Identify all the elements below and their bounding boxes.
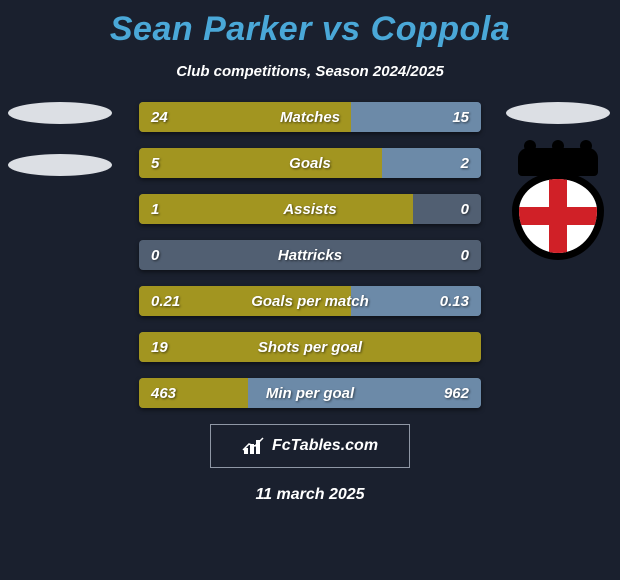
bar-left (139, 102, 351, 132)
stat-row: 24Matches15 (139, 102, 481, 132)
footer-logo-text: FcTables.com (272, 437, 378, 455)
player-badge-left (8, 102, 112, 206)
bar-left (139, 286, 351, 316)
stat-value-right: 0 (461, 201, 469, 218)
stat-row: 0 Hattricks 0 (139, 240, 481, 270)
stat-row: 5Goals2 (139, 148, 481, 178)
bar-right (351, 102, 481, 132)
bar-left (139, 148, 382, 178)
player-badge-right (506, 102, 612, 264)
stat-value-right: 0 (461, 247, 469, 264)
stat-row: 463Min per goal962 (139, 378, 481, 408)
footer-attribution: FcTables.com (210, 424, 410, 468)
bar-right (248, 378, 481, 408)
stat-row: 19Shots per goal (139, 332, 481, 362)
stat-value-left: 0 (151, 247, 159, 264)
subtitle: Club competitions, Season 2024/2025 (0, 63, 620, 80)
club-crest-icon (504, 154, 612, 264)
date-line: 11 march 2025 (0, 486, 620, 504)
comparison-chart: 24Matches155Goals21Assists00Hattricks00.… (0, 102, 620, 408)
stat-row: 0.21Goals per match0.13 (139, 286, 481, 316)
bar-left (139, 378, 248, 408)
bar-chart-icon (242, 436, 266, 456)
bar-left (139, 194, 413, 224)
bar-left (139, 332, 481, 362)
stat-rows: 24Matches155Goals21Assists00Hattricks00.… (139, 102, 481, 408)
placeholder-badge-icon (8, 102, 112, 176)
page-title: Sean Parker vs Coppola (0, 0, 620, 49)
bar-right (382, 148, 481, 178)
bar-right (351, 286, 481, 316)
stat-label: Hattricks (278, 247, 342, 264)
stat-row: 1Assists0 (139, 194, 481, 224)
placeholder-oval-icon (506, 102, 610, 124)
